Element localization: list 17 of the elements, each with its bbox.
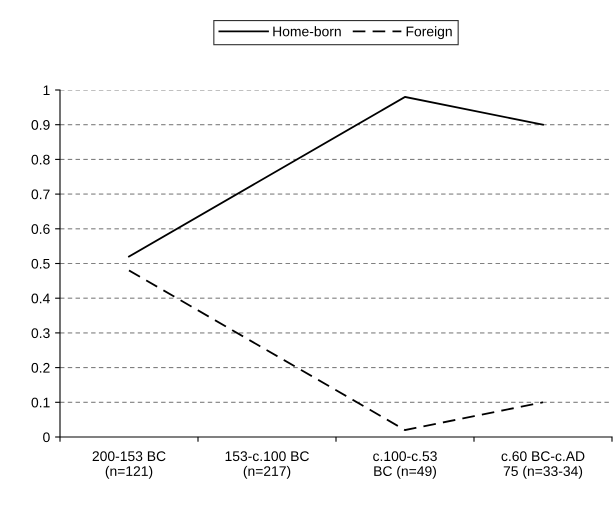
x-tick-label: 153-c.100 BC (n=217) (226, 451, 309, 479)
y-tick-label: 0.8 (32, 154, 50, 165)
y-tick-label: 1 (44, 85, 50, 96)
legend-label: Home-born (273, 26, 341, 36)
y-tick-label: 0.5 (32, 258, 50, 269)
x-tick-label: 200-153 BC (n=121) (92, 451, 166, 479)
y-tick-label: 0.7 (32, 189, 50, 200)
y-tick-label: 0.4 (32, 294, 50, 304)
x-tick-label: c.100-c.53 BC (n=49) (373, 451, 437, 479)
y-tick-label: 0 (43, 432, 50, 442)
legend-label: Foreign (406, 26, 452, 40)
x-tick-label: c.60 BC-c.AD 75 (n=33-34) (502, 451, 584, 479)
y-tick-label: 0.6 (32, 224, 50, 234)
y-tick-label: 0.1 (32, 398, 50, 408)
y-tick-label: 0.3 (32, 328, 50, 338)
y-tick-label: 0.2 (32, 362, 50, 373)
y-tick-label: 0.9 (32, 120, 50, 130)
